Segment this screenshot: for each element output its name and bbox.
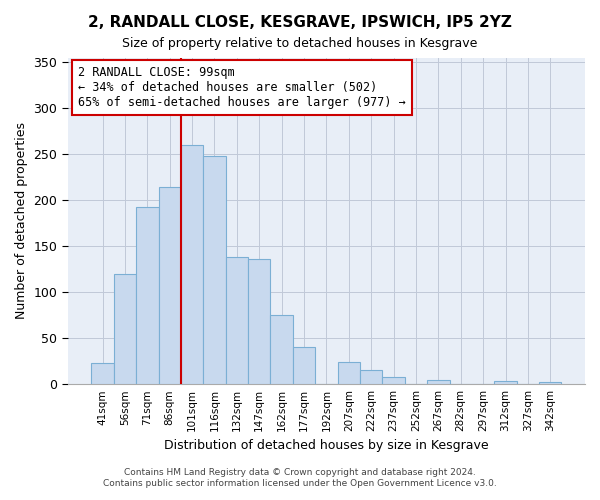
Bar — [91, 363, 114, 384]
Bar — [226, 257, 248, 384]
Bar — [158, 188, 181, 384]
Y-axis label: Number of detached properties: Number of detached properties — [15, 122, 28, 320]
Text: 2, RANDALL CLOSE, KESGRAVE, IPSWICH, IP5 2YZ: 2, RANDALL CLOSE, KESGRAVE, IPSWICH, IP5… — [88, 15, 512, 30]
Bar — [114, 274, 136, 384]
Text: Contains HM Land Registry data © Crown copyright and database right 2024.
Contai: Contains HM Land Registry data © Crown c… — [103, 468, 497, 487]
Bar — [338, 362, 360, 384]
Bar — [382, 377, 405, 384]
Bar — [539, 382, 562, 384]
Bar — [136, 208, 158, 384]
Bar — [427, 380, 449, 384]
Text: 2 RANDALL CLOSE: 99sqm
← 34% of detached houses are smaller (502)
65% of semi-de: 2 RANDALL CLOSE: 99sqm ← 34% of detached… — [78, 66, 406, 108]
Bar — [203, 156, 226, 384]
Text: Size of property relative to detached houses in Kesgrave: Size of property relative to detached ho… — [122, 38, 478, 51]
Bar — [293, 348, 315, 384]
X-axis label: Distribution of detached houses by size in Kesgrave: Distribution of detached houses by size … — [164, 440, 489, 452]
Bar — [271, 315, 293, 384]
Bar — [181, 145, 203, 384]
Bar — [248, 259, 271, 384]
Bar — [360, 370, 382, 384]
Bar — [494, 382, 517, 384]
